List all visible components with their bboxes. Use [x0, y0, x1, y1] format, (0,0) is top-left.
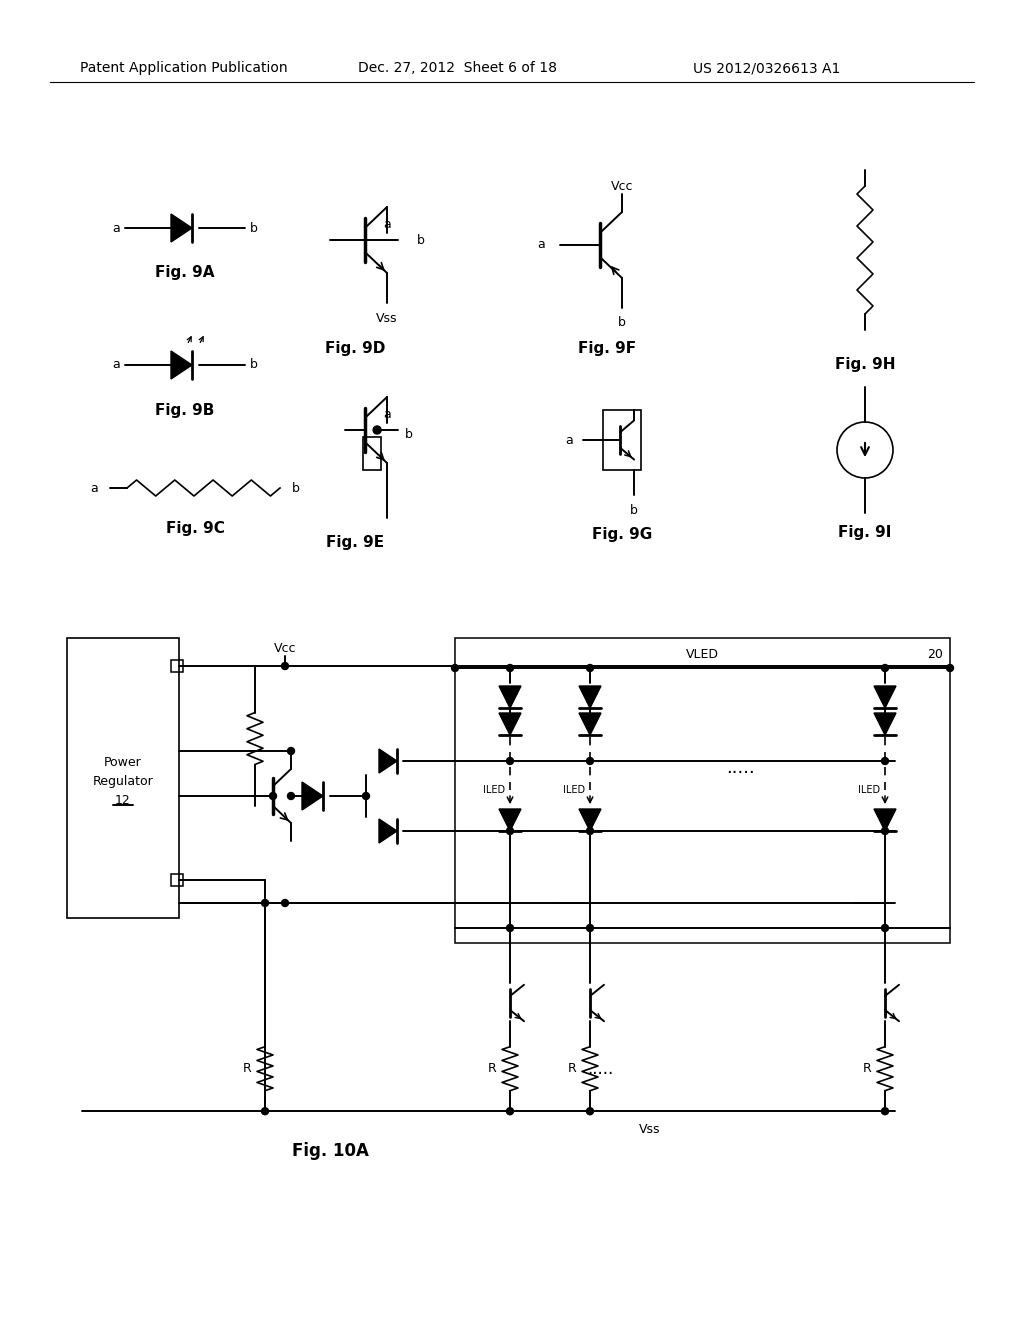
Bar — [67, 638, 179, 917]
Circle shape — [507, 758, 513, 764]
Bar — [362, 437, 381, 470]
Text: b: b — [292, 482, 300, 495]
Text: Fig. 9I: Fig. 9I — [839, 525, 892, 540]
Circle shape — [261, 1107, 268, 1114]
Polygon shape — [499, 713, 521, 735]
Polygon shape — [379, 748, 397, 774]
Text: a: a — [90, 482, 98, 495]
Circle shape — [507, 664, 513, 672]
Circle shape — [882, 758, 889, 764]
Bar — [171, 874, 183, 886]
Circle shape — [282, 663, 289, 669]
Text: b: b — [630, 503, 638, 516]
Polygon shape — [171, 351, 193, 379]
Polygon shape — [874, 809, 896, 832]
Text: Dec. 27, 2012  Sheet 6 of 18: Dec. 27, 2012 Sheet 6 of 18 — [358, 61, 557, 75]
Text: Fig. 9G: Fig. 9G — [592, 528, 652, 543]
Text: ILED: ILED — [858, 785, 880, 795]
Polygon shape — [379, 818, 397, 843]
Circle shape — [373, 426, 381, 434]
Text: R: R — [487, 1063, 497, 1076]
Text: a: a — [383, 408, 391, 421]
Text: Fig. 9F: Fig. 9F — [578, 341, 636, 355]
Polygon shape — [499, 809, 521, 832]
Circle shape — [882, 924, 889, 932]
Text: Fig. 9B: Fig. 9B — [156, 403, 215, 417]
Circle shape — [587, 664, 594, 672]
Bar — [603, 411, 641, 470]
Text: Patent Application Publication: Patent Application Publication — [80, 61, 288, 75]
Text: Fig. 9H: Fig. 9H — [835, 358, 895, 372]
Bar — [171, 660, 183, 672]
Text: US 2012/0326613 A1: US 2012/0326613 A1 — [693, 61, 841, 75]
Circle shape — [288, 747, 295, 755]
Text: R: R — [862, 1063, 871, 1076]
Text: R: R — [567, 1063, 577, 1076]
Text: VLED: VLED — [686, 648, 719, 660]
Text: Vcc: Vcc — [273, 642, 296, 655]
Text: Fig. 9C: Fig. 9C — [166, 520, 224, 536]
Circle shape — [507, 924, 513, 932]
Circle shape — [587, 924, 594, 932]
Text: a: a — [565, 433, 573, 446]
Circle shape — [269, 792, 276, 800]
Text: Vcc: Vcc — [610, 181, 633, 194]
Circle shape — [362, 792, 370, 800]
Polygon shape — [171, 214, 193, 242]
Polygon shape — [874, 686, 896, 708]
Circle shape — [882, 664, 889, 672]
Circle shape — [288, 792, 295, 800]
Polygon shape — [579, 686, 601, 708]
Polygon shape — [499, 686, 521, 708]
Circle shape — [507, 1107, 513, 1114]
Text: b: b — [250, 359, 258, 371]
Text: ILED: ILED — [483, 785, 505, 795]
Text: b: b — [618, 317, 626, 330]
Circle shape — [507, 828, 513, 834]
Text: Vss: Vss — [376, 312, 397, 325]
Text: a: a — [113, 222, 120, 235]
Text: 12: 12 — [115, 793, 131, 807]
Text: a: a — [383, 219, 391, 231]
Text: .....: ..... — [587, 1060, 613, 1077]
Polygon shape — [579, 713, 601, 735]
Polygon shape — [302, 781, 323, 810]
Circle shape — [882, 828, 889, 834]
Circle shape — [452, 664, 459, 672]
Text: R: R — [243, 1063, 251, 1076]
Circle shape — [282, 899, 289, 907]
Circle shape — [587, 828, 594, 834]
Text: 20: 20 — [927, 648, 943, 660]
Text: Fig. 9D: Fig. 9D — [325, 341, 385, 355]
Text: Fig. 9E: Fig. 9E — [326, 536, 384, 550]
Text: a: a — [113, 359, 120, 371]
Circle shape — [587, 1107, 594, 1114]
Text: b: b — [417, 234, 425, 247]
Text: Fig. 10A: Fig. 10A — [292, 1142, 369, 1160]
Bar — [455, 638, 950, 942]
Circle shape — [882, 1107, 889, 1114]
Text: Vss: Vss — [639, 1123, 660, 1135]
Text: ILED: ILED — [563, 785, 585, 795]
Text: .....: ..... — [726, 759, 755, 777]
Text: b: b — [250, 222, 258, 235]
Circle shape — [261, 899, 268, 907]
Text: a: a — [538, 239, 545, 252]
Polygon shape — [874, 713, 896, 735]
Polygon shape — [579, 809, 601, 832]
Text: Power: Power — [104, 755, 142, 768]
Text: b: b — [406, 429, 413, 441]
Text: Regulator: Regulator — [92, 776, 154, 788]
Text: Fig. 9A: Fig. 9A — [156, 265, 215, 281]
Circle shape — [946, 664, 953, 672]
Circle shape — [587, 758, 594, 764]
